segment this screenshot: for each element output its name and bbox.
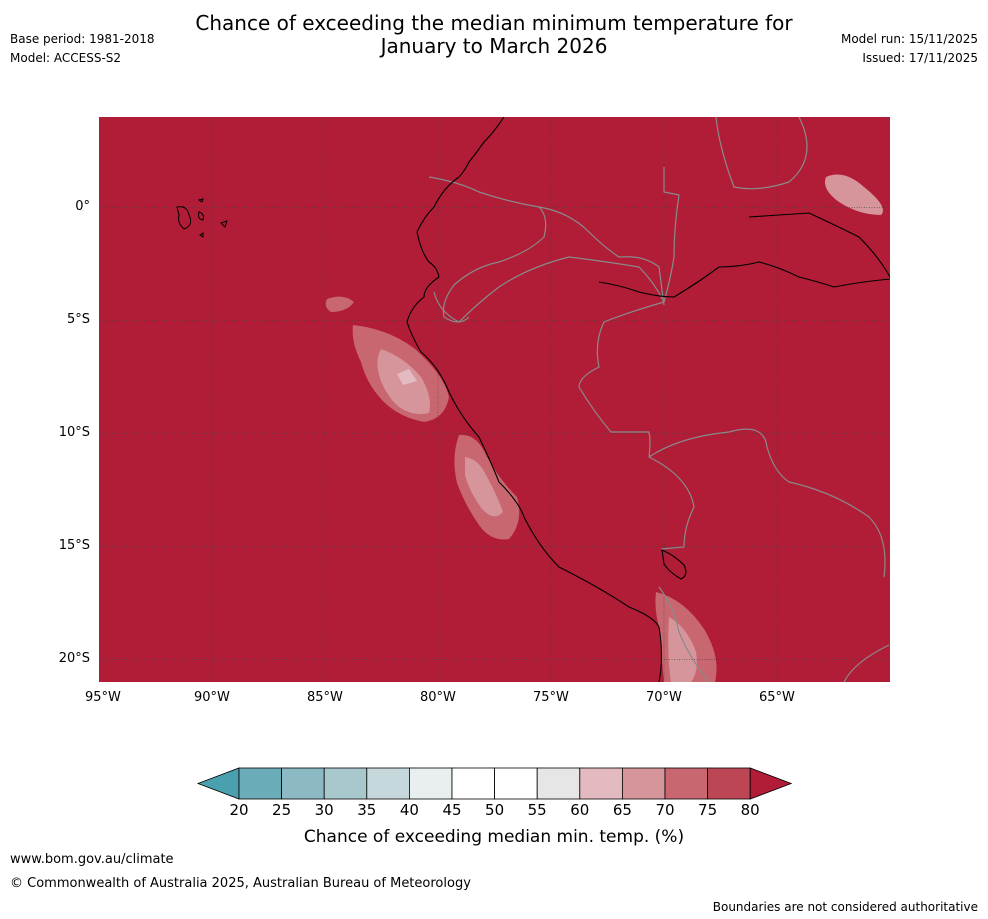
colorbar-tick-label: 35: [357, 801, 377, 819]
lat-label-5s: 5°S: [66, 312, 90, 327]
colorbar-tick-label: 65: [612, 801, 632, 819]
ecuador-peru-border: [433, 256, 665, 323]
lon-label-90w: 90°W: [194, 690, 230, 705]
title-line-2: January to March 2026: [380, 34, 608, 58]
galapagos-islands: [176, 198, 228, 238]
boundaries-disclaimer: Boundaries are not considered authoritat…: [712, 900, 978, 914]
colorbar-segment: [536, 767, 581, 800]
colorbar-extend-high: [749, 767, 793, 800]
colorbar-tick-label: 55: [527, 801, 547, 819]
lon-label-65w: 65°W: [759, 690, 795, 705]
website-link[interactable]: www.bom.gov.au/climate: [10, 852, 174, 867]
copyright-text: © Commonwealth of Australia 2025, Austra…: [10, 876, 471, 891]
colorbar-segment: [451, 767, 495, 800]
colorbar-tick-label: 60: [570, 801, 590, 819]
base-period-label: Base period: 1981-2018: [10, 32, 155, 46]
colorbar: [196, 767, 793, 800]
model-run-label: Model run: 15/11/2025: [840, 32, 978, 46]
lat-label-10s: 10°S: [58, 425, 90, 440]
colorbar-tick-label: 30: [314, 801, 334, 819]
contour-chile-coast-inner: [668, 617, 697, 682]
bolivia-chile-border: [658, 586, 710, 682]
coastlines: [406, 117, 890, 682]
colorbar-segments: [196, 767, 793, 800]
colorbar-tick-label: 45: [442, 801, 462, 819]
colorbar-segment: [281, 767, 325, 800]
bolivia-brazil-border: [648, 428, 886, 578]
colorbar-title: Chance of exceeding median min. temp. (%…: [303, 827, 685, 847]
colorbar-segment: [494, 767, 538, 800]
contour-coastal-peru-inner: [397, 369, 417, 385]
lon-label-85w: 85°W: [307, 690, 343, 705]
colombia-brazil-border: [663, 167, 680, 303]
lat-label-0: 0°: [75, 199, 90, 214]
colorbar-tick-label: 20: [229, 801, 249, 819]
chart-title: Chance of exceeding the median minimum t…: [0, 12, 988, 58]
lat-label-15s: 15°S: [58, 538, 90, 553]
venezuela-brazil-border: [715, 117, 808, 190]
lon-label-80w: 80°W: [420, 690, 456, 705]
colorbar-segment: [707, 767, 751, 800]
country-boundaries: [428, 117, 890, 682]
colombia-venezuela-border: [538, 206, 665, 306]
colorbar-extend-low: [196, 767, 240, 800]
colorbar-segment: [621, 767, 666, 800]
colorbar-tick-label: 70: [655, 801, 675, 819]
graticule: [99, 117, 890, 682]
colorbar-tick-label: 40: [399, 801, 419, 819]
title-line-1: Chance of exceeding the median minimum t…: [195, 11, 793, 35]
lake-titicaca: [661, 549, 687, 580]
colorbar-segment: [366, 767, 410, 800]
map-panel: [99, 117, 890, 682]
amazon-river: [598, 261, 890, 298]
colorbar-tick-label: 25: [272, 801, 292, 819]
colorbar-tick-label: 75: [698, 801, 718, 819]
contour-northern-coastal: [325, 296, 354, 312]
colorbar-tick-label: 80: [740, 801, 760, 819]
map-background: [99, 117, 890, 682]
colorbar-segment: [323, 767, 368, 800]
peru-brazil-border: [578, 301, 665, 458]
colorbar-segment: [238, 767, 282, 800]
contour-southern-peru-inner: [465, 457, 503, 517]
issued-label: Issued: 17/11/2025: [862, 51, 978, 65]
lat-label-20s: 20°S: [58, 651, 90, 666]
colombia-ecuador-border: [428, 176, 547, 323]
colorbar-segment: [664, 767, 708, 800]
lon-label-70w: 70°W: [646, 690, 682, 705]
lon-label-75w: 75°W: [533, 690, 569, 705]
lon-label-95w: 95°W: [85, 690, 121, 705]
contour-amazon-north: [824, 174, 883, 215]
pacific-coastline: [406, 117, 663, 682]
colorbar-segment: [579, 767, 623, 800]
probability-contours: [325, 174, 883, 682]
colorbar-tick-label: 50: [485, 801, 505, 819]
colorbar-segment: [408, 767, 453, 800]
amazon-north-river: [748, 212, 890, 278]
bolivia-paraguay-border: [843, 644, 890, 682]
model-label: Model: ACCESS-S2: [10, 51, 122, 65]
peru-bolivia-border: [648, 456, 695, 550]
